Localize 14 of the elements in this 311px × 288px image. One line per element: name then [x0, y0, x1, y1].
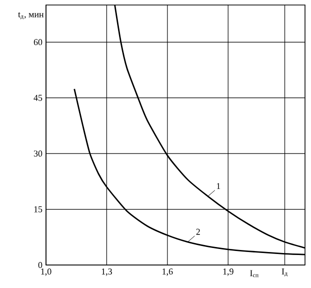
- y-tick-label: 60: [34, 39, 42, 46]
- y-axis-title: t$_{д}$, мин: [18, 12, 44, 20]
- x-tick-label: 1,9: [223, 268, 234, 276]
- series-label: 1: [216, 183, 220, 190]
- y-tick-label: 30: [34, 150, 42, 157]
- x-axis-title: I$_{сп}$: [250, 270, 258, 278]
- y-tick-label: 45: [34, 94, 42, 101]
- x-tick-label: 1,3: [102, 268, 112, 276]
- x-tick-label: I$_{д}$: [282, 268, 288, 277]
- series-label: 2: [196, 228, 200, 235]
- x-tick-label: 1,6: [162, 268, 173, 276]
- y-tick-label: 15: [34, 206, 42, 212]
- y-tick-label: 0: [38, 262, 42, 268]
- x-tick-label: 1,0: [41, 268, 52, 276]
